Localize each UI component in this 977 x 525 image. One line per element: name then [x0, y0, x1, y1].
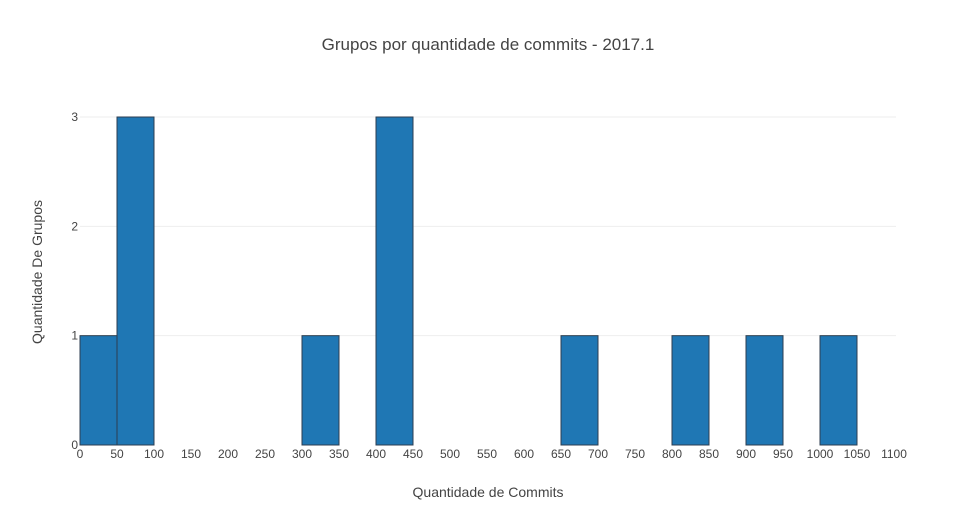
x-tick-label: 200 — [218, 447, 238, 461]
x-tick-label: 950 — [773, 447, 793, 461]
histogram-bar — [671, 335, 710, 446]
x-tick-label: 100 — [144, 447, 164, 461]
histogram-bar — [301, 335, 340, 446]
x-tick-label: 250 — [255, 447, 275, 461]
y-axis-ticks: 0 1 2 3 — [71, 110, 78, 452]
chart-title: Grupos por quantidade de commits - 2017.… — [322, 35, 655, 54]
x-tick-label: 400 — [366, 447, 386, 461]
x-axis-title: Quantidade de Commits — [413, 484, 564, 500]
bars — [79, 116, 858, 446]
x-tick-label: 350 — [329, 447, 349, 461]
y-axis-title: Quantidade De Grupos — [29, 200, 45, 344]
x-tick-label: 900 — [736, 447, 756, 461]
y-tick-label: 3 — [71, 110, 78, 124]
histogram-bar — [560, 335, 599, 446]
x-tick-label: 800 — [662, 447, 682, 461]
x-tick-label: 1000 — [807, 447, 834, 461]
x-tick-label: 650 — [551, 447, 571, 461]
gridlines — [80, 116, 896, 337]
x-tick-label: 1100 — [881, 447, 907, 461]
histogram-bar — [745, 335, 784, 446]
x-axis-ticks: 0 50 100 150 200 250 300 350 400 450 500 550 600 650 7… — [77, 447, 908, 461]
x-tick-label: 50 — [110, 447, 124, 461]
x-tick-label: 700 — [588, 447, 608, 461]
x-tick-label: 600 — [514, 447, 534, 461]
histogram-bar — [116, 116, 155, 446]
x-tick-label: 300 — [292, 447, 312, 461]
x-tick-label: 1050 — [844, 447, 871, 461]
x-tick-label: 550 — [477, 447, 497, 461]
x-tick-label: 850 — [699, 447, 719, 461]
histogram-bar — [819, 335, 858, 446]
x-tick-label: 450 — [403, 447, 423, 461]
x-tick-label: 500 — [440, 447, 460, 461]
y-tick-label: 2 — [71, 219, 78, 233]
histogram-bar — [79, 335, 118, 446]
histogram-bar — [375, 116, 414, 446]
x-tick-label: 150 — [181, 447, 201, 461]
x-tick-label: 0 — [77, 447, 84, 461]
y-tick-label: 0 — [71, 438, 78, 452]
y-tick-label: 1 — [71, 329, 78, 343]
x-tick-label: 750 — [625, 447, 645, 461]
